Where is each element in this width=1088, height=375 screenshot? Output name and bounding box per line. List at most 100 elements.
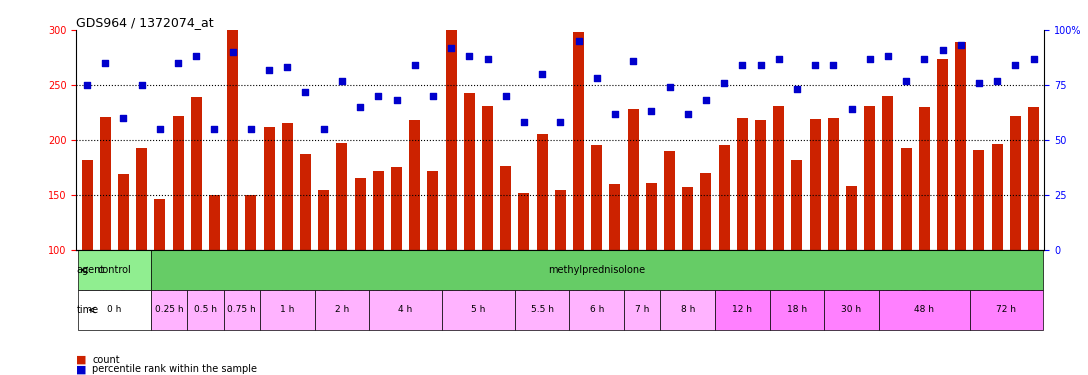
FancyBboxPatch shape <box>151 250 1042 290</box>
Point <box>861 56 878 62</box>
FancyBboxPatch shape <box>969 290 1042 330</box>
Bar <box>1010 116 1021 360</box>
Bar <box>828 118 839 360</box>
Point <box>170 60 187 66</box>
Point <box>588 75 605 81</box>
Bar <box>919 107 930 360</box>
Bar <box>809 119 820 360</box>
FancyBboxPatch shape <box>151 290 187 330</box>
Point <box>625 58 642 64</box>
Text: 7 h: 7 h <box>635 306 650 315</box>
Point <box>479 56 496 62</box>
Bar <box>664 151 675 360</box>
Text: 0.25 h: 0.25 h <box>154 306 183 315</box>
Bar <box>355 178 366 360</box>
Bar <box>82 160 92 360</box>
Point <box>1006 62 1024 68</box>
Point <box>443 45 460 51</box>
Bar <box>519 193 530 360</box>
Text: agent: agent <box>76 265 104 275</box>
Bar <box>409 120 420 360</box>
Bar <box>737 118 747 360</box>
Point <box>516 119 533 125</box>
FancyBboxPatch shape <box>369 290 442 330</box>
Bar <box>1028 107 1039 360</box>
Bar <box>628 109 639 360</box>
Bar <box>901 148 912 360</box>
Bar <box>774 106 784 360</box>
Point <box>679 111 696 117</box>
FancyBboxPatch shape <box>314 290 369 330</box>
Point <box>752 62 769 68</box>
Text: GDS964 / 1372074_at: GDS964 / 1372074_at <box>76 16 213 29</box>
Text: 12 h: 12 h <box>732 306 752 315</box>
Bar <box>937 58 948 360</box>
FancyBboxPatch shape <box>187 290 224 330</box>
Bar <box>100 117 111 360</box>
Point <box>697 98 715 104</box>
Bar <box>955 42 966 360</box>
Text: 5 h: 5 h <box>471 306 485 315</box>
Bar <box>609 184 620 360</box>
Bar <box>591 146 602 360</box>
Point <box>78 82 96 88</box>
Point <box>879 53 897 59</box>
Point <box>660 84 678 90</box>
FancyBboxPatch shape <box>78 250 151 290</box>
Point <box>1025 56 1042 62</box>
Bar <box>336 143 347 360</box>
Point <box>970 80 988 86</box>
Bar <box>136 148 147 360</box>
Text: 8 h: 8 h <box>680 306 695 315</box>
Point <box>733 62 751 68</box>
Text: ■: ■ <box>76 355 87 365</box>
FancyBboxPatch shape <box>660 290 715 330</box>
Point <box>279 64 296 70</box>
Bar <box>154 200 165 360</box>
Text: count: count <box>92 355 120 365</box>
Text: 48 h: 48 h <box>914 306 935 315</box>
Bar <box>701 173 712 360</box>
Text: 5.5 h: 5.5 h <box>531 306 554 315</box>
Bar <box>846 186 857 360</box>
FancyBboxPatch shape <box>260 290 314 330</box>
Text: 0.5 h: 0.5 h <box>194 306 217 315</box>
FancyBboxPatch shape <box>825 290 879 330</box>
Bar <box>463 93 474 360</box>
Bar <box>682 187 693 360</box>
Point <box>788 86 805 92</box>
Point <box>716 80 733 86</box>
Point <box>460 53 478 59</box>
Bar <box>282 123 293 360</box>
Point <box>133 82 150 88</box>
Point <box>606 111 623 117</box>
Bar <box>227 30 238 360</box>
Text: 18 h: 18 h <box>787 306 807 315</box>
Text: methylprednisolone: methylprednisolone <box>548 265 645 275</box>
Bar <box>428 171 438 360</box>
Bar <box>190 97 201 360</box>
Point <box>260 67 277 73</box>
Point <box>243 126 260 132</box>
Point <box>497 93 515 99</box>
FancyBboxPatch shape <box>625 290 660 330</box>
FancyBboxPatch shape <box>879 290 969 330</box>
Text: ■: ■ <box>76 364 87 374</box>
Point <box>424 93 442 99</box>
FancyBboxPatch shape <box>515 290 569 330</box>
Point <box>806 62 824 68</box>
Point <box>333 78 350 84</box>
Point <box>187 53 205 59</box>
Point <box>206 126 223 132</box>
Bar <box>974 150 985 360</box>
Bar <box>719 146 730 360</box>
Point <box>643 108 660 114</box>
Bar <box>755 120 766 360</box>
Point <box>989 78 1006 84</box>
Point <box>97 60 114 66</box>
FancyBboxPatch shape <box>442 290 515 330</box>
Text: time: time <box>76 305 99 315</box>
Bar <box>500 166 511 360</box>
Point <box>316 126 333 132</box>
Text: 0 h: 0 h <box>108 306 122 315</box>
